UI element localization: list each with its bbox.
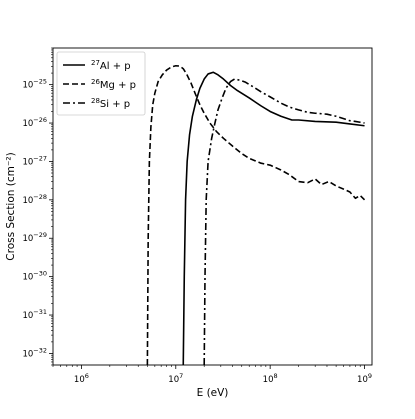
legend: 27Al + p 26Mg + p 28Si + p: [56, 51, 146, 116]
y-tick-label-4: 10−29: [22, 231, 47, 244]
y-tick-label-8: 10−25: [22, 78, 47, 91]
y-tick-label-7: 10−26: [22, 116, 47, 129]
y-axis-title: Cross Section (cm⁻²): [5, 152, 17, 260]
y-tick-label-5: 10−28: [22, 193, 47, 206]
legend-label-3: 28Si + p: [91, 97, 130, 110]
y-tick-label-6: 10−27: [22, 154, 47, 167]
series-line-2: [146, 64, 366, 365]
y-tick-label-2: 10−31: [22, 308, 47, 321]
series-line-1: [182, 71, 365, 365]
x-axis-title: E (eV): [197, 387, 229, 399]
ticks-layer: 106 107 108 109 10−32 10−31 10−30 10−29 10−28 10−…: [22, 47, 372, 385]
x-tick-label-4: 109: [357, 372, 372, 385]
y-tick-label-1: 10−32: [22, 346, 47, 359]
y-tick-label-3: 10−30: [22, 270, 47, 283]
x-tick-label-3: 108: [263, 372, 278, 385]
x-tick-label-1: 106: [74, 372, 89, 385]
series-layer: [146, 64, 366, 365]
legend-label-2: 26Mg + p: [91, 78, 136, 91]
x-tick-label-2: 107: [168, 372, 183, 385]
plot-frame: [52, 47, 373, 366]
legend-box: [56, 51, 146, 116]
series-line-3: [203, 78, 365, 365]
legend-label-1: 27Al + p: [91, 59, 131, 72]
